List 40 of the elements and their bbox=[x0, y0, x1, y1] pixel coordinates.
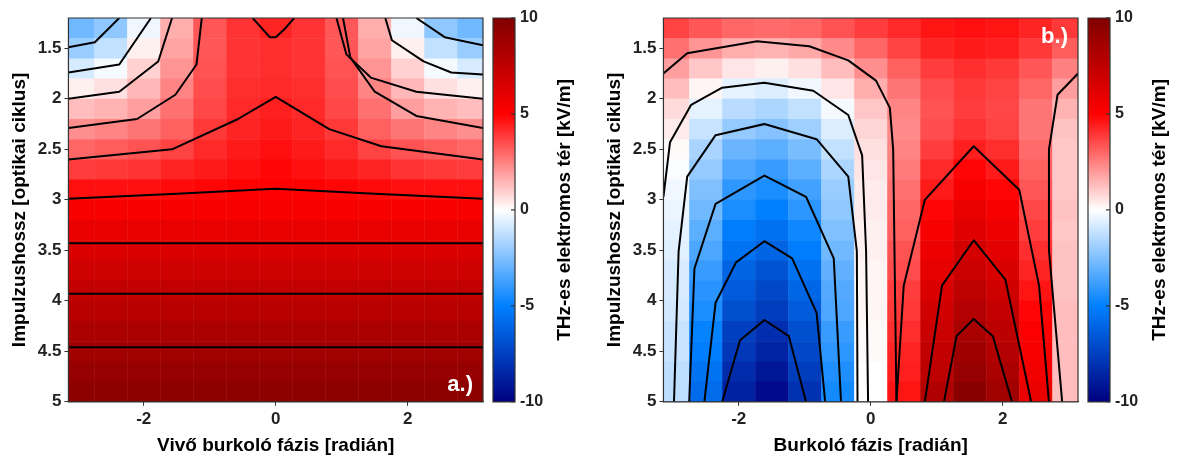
y-tick-label: 3 bbox=[646, 189, 657, 209]
y-tick-label: 2 bbox=[51, 88, 62, 108]
x-tick-label: 0 bbox=[865, 408, 876, 428]
annotation: a.) bbox=[447, 370, 473, 396]
y-tick-label: 1.5 bbox=[37, 37, 62, 57]
color-bar-label: 0 bbox=[520, 200, 529, 218]
y-tick-label: 4.5 bbox=[632, 340, 657, 360]
y-tick-label: 3.5 bbox=[632, 239, 657, 259]
y-tick-label: 5 bbox=[646, 391, 657, 411]
color-bar-title: THz-es elektromos tér [kV/m] bbox=[1148, 78, 1170, 341]
color-bar-label: 5 bbox=[520, 104, 529, 122]
x-axis-title: Burkoló fázis [radián] bbox=[773, 433, 968, 455]
color-bar-label: -5 bbox=[1115, 296, 1130, 314]
y-axis-title: Impulzushossz [optikai ciklus] bbox=[602, 72, 624, 348]
x-tick-label: 0 bbox=[270, 408, 281, 428]
y-tick-label: 2.5 bbox=[632, 138, 657, 158]
x-tick-label: 2 bbox=[998, 408, 1008, 428]
color-bar-label: -5 bbox=[520, 296, 535, 314]
y-tick-label: 3.5 bbox=[37, 239, 62, 259]
y-tick-label: 1.5 bbox=[632, 37, 657, 57]
color-bar-label: -10 bbox=[520, 392, 544, 410]
y-tick-label: 3 bbox=[51, 189, 62, 209]
x-tick-label: -2 bbox=[136, 408, 152, 428]
color-bar-title: THz-es elektromos tér [kV/m] bbox=[553, 78, 575, 341]
color-bar-label: 0 bbox=[1115, 200, 1124, 218]
x-tick-label: 2 bbox=[403, 408, 413, 428]
color-bar-label: 10 bbox=[520, 8, 538, 26]
color-bar-label: 5 bbox=[1115, 104, 1124, 122]
y-tick-label: 4 bbox=[51, 290, 62, 310]
y-tick-label: 5 bbox=[51, 391, 62, 411]
color-bar-label: 10 bbox=[1115, 8, 1133, 26]
y-tick-label: 4.5 bbox=[37, 340, 62, 360]
y-tick-label: 4 bbox=[646, 290, 657, 310]
y-tick-label: 2.5 bbox=[37, 138, 62, 158]
y-axis-title: Impulzushossz [optikai ciklus] bbox=[7, 72, 29, 348]
x-axis-title: Vivő burkoló fázis [radián] bbox=[157, 433, 395, 455]
annotation: b.) bbox=[1041, 23, 1068, 49]
y-tick-label: 2 bbox=[646, 88, 657, 108]
x-tick-label: -2 bbox=[731, 408, 747, 428]
color-bar-label: -10 bbox=[1115, 392, 1139, 410]
